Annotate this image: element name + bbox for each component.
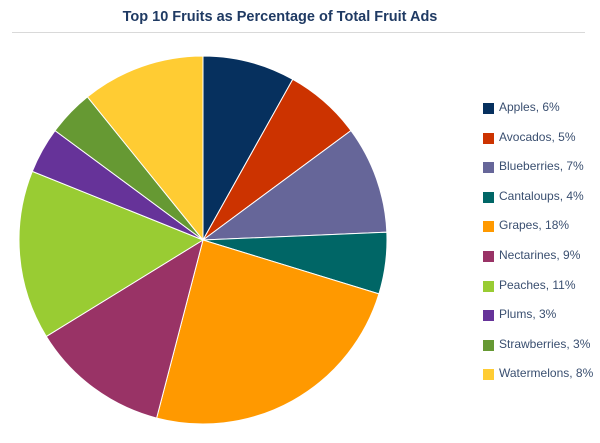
legend-item-apples: Apples, 6% — [483, 101, 598, 131]
legend-swatch — [483, 310, 494, 322]
pie-slice-blueberries — [201, 129, 388, 241]
pie-slice-watermelons — [86, 55, 204, 242]
legend: Apples, 6% Avocados, 5% Blueberries, 7% Can… — [483, 101, 598, 397]
pie-slice-peaches — [18, 170, 205, 338]
legend-label: Peaches, 11% — [499, 277, 576, 292]
title-divider — [12, 32, 585, 33]
pie-slice-apples — [202, 55, 294, 242]
legend-label: Cantaloups, 4% — [499, 188, 584, 203]
chart-title: Top 10 Fruits as Percentage of Total Fru… — [122, 9, 438, 25]
legend-swatch — [483, 103, 494, 114]
legend-item-watermelons: Watermelons, 8% — [483, 367, 598, 397]
legend-label: Blueberries, 7% — [499, 159, 584, 174]
legend-item-plums: Plums, 3% — [483, 308, 598, 338]
legend-swatch — [483, 250, 494, 262]
legend-item-peaches: Peaches, 11% — [483, 279, 598, 309]
legend-swatch — [483, 132, 494, 144]
legend-swatch — [483, 339, 494, 351]
legend-label: Apples, 6% — [499, 100, 560, 114]
legend-item-nectarines: Nectarines, 9% — [483, 249, 598, 279]
legend-item-strawberries: Strawberries, 3% — [483, 338, 598, 368]
legend-label: Plums, 3% — [499, 307, 557, 322]
legend-item-grapes: Grapes, 18% — [483, 219, 598, 249]
legend-label: Watermelons, 8% — [499, 366, 594, 381]
pie-slice-nectarines — [45, 238, 204, 419]
legend-item-cantaloups: Cantaloups, 4% — [483, 190, 598, 220]
legend-label: Strawberries, 3% — [499, 336, 591, 351]
legend-swatch — [483, 162, 494, 174]
legend-label: Grapes, 18% — [499, 218, 570, 233]
legend-swatch — [483, 191, 494, 203]
legend-swatch — [483, 221, 494, 233]
legend-swatch — [483, 280, 494, 292]
legend-item-avocados: Avocados, 5% — [483, 131, 598, 161]
pie-slices — [18, 55, 388, 425]
legend-item-blueberries: Blueberries, 7% — [483, 160, 598, 190]
legend-label: Nectarines, 9% — [499, 247, 581, 262]
legend-swatch — [483, 369, 494, 381]
legend-label: Avocados, 5% — [499, 129, 576, 144]
pie-slice-grapes — [156, 239, 380, 425]
